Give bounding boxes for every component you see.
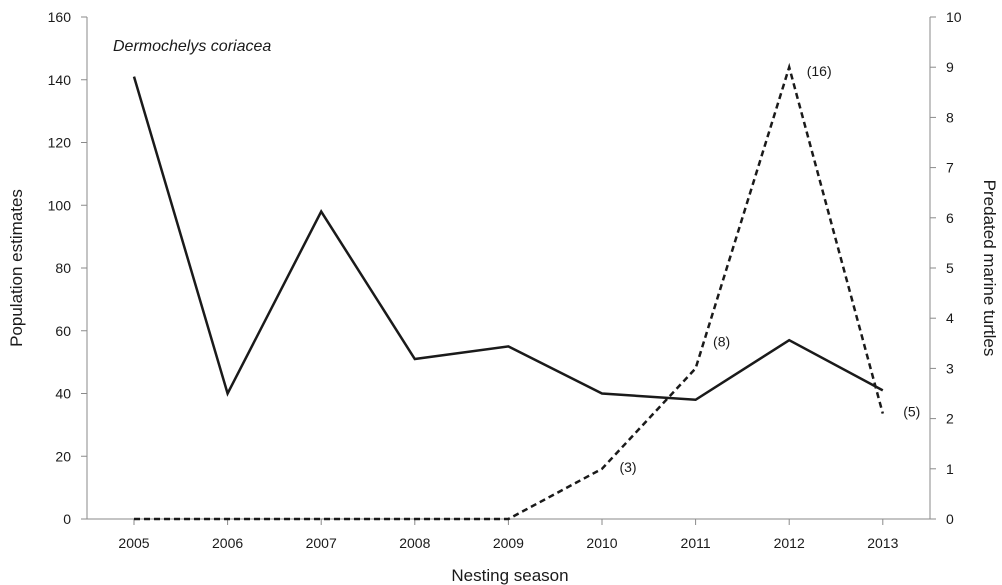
left-y-tick-label: 20: [55, 448, 71, 464]
x-tick-label: 2007: [306, 535, 337, 551]
left-y-tick-label: 0: [63, 511, 71, 527]
x-axis-title: Nesting season: [451, 566, 568, 585]
x-axis-ticks: 2005 2006 2007 2008 2009 2010 2011 2012 2013: [118, 519, 899, 551]
right-y-axis-title: Predated marine turtles: [980, 180, 999, 357]
data-labels: (3) (8) (16) (5): [619, 63, 920, 475]
right-y-tick-label: 3: [946, 360, 954, 376]
series-lines: [132, 62, 885, 521]
left-y-axis-ticks: 0 20 40 60 80 100 120 140 160: [48, 9, 87, 527]
x-tick-label: 2013: [867, 535, 898, 551]
right-y-tick-label: 9: [946, 59, 954, 75]
x-tick-label: 2009: [493, 535, 524, 551]
left-y-tick-label: 40: [55, 386, 71, 402]
x-tick-label: 2011: [681, 535, 711, 551]
right-y-tick-label: 6: [946, 210, 954, 226]
data-label: (5): [903, 404, 920, 420]
predated-turtles-line: [134, 62, 885, 521]
data-label: (16): [807, 63, 832, 79]
population-estimates-line: [132, 76, 884, 402]
species-annotation: Dermochelys coriacea: [113, 38, 271, 55]
right-y-tick-label: 7: [946, 160, 954, 176]
axes: [86, 17, 931, 520]
right-y-tick-label: 1: [946, 461, 954, 477]
data-label: (3): [619, 459, 636, 475]
right-y-tick-label: 5: [946, 260, 954, 276]
left-y-tick-label: 100: [48, 197, 72, 213]
x-tick-label: 2008: [399, 535, 430, 551]
right-y-tick-label: 0: [946, 511, 954, 527]
left-y-tick-label: 80: [55, 260, 71, 276]
right-y-tick-label: 8: [946, 109, 954, 125]
x-tick-label: 2005: [118, 535, 149, 551]
left-y-tick-label: 120: [48, 135, 72, 151]
data-label: (8): [713, 333, 730, 349]
right-y-tick-label: 10: [946, 9, 962, 25]
right-y-tick-label: 2: [946, 411, 954, 427]
left-y-tick-label: 140: [48, 72, 72, 88]
x-tick-label: 2012: [774, 535, 805, 551]
left-y-tick-label: 160: [48, 9, 72, 25]
x-tick-label: 2010: [586, 535, 617, 551]
right-y-axis-ticks: 0 1 2 3 4 5 6 7 8 9 10: [930, 9, 962, 527]
left-y-tick-label: 60: [55, 323, 71, 339]
x-tick-label: 2006: [212, 535, 243, 551]
right-y-tick-label: 4: [946, 310, 954, 326]
left-y-axis-title: Population estimates: [7, 189, 26, 347]
